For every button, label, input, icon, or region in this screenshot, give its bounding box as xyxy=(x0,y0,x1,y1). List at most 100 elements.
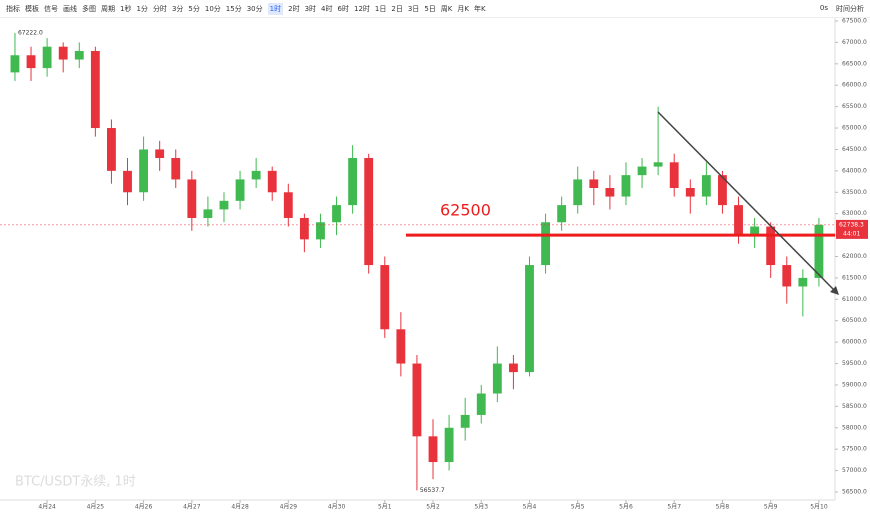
toolbar-item[interactable]: 30分 xyxy=(246,4,263,13)
y-tick-label: 67000.0 xyxy=(842,39,867,46)
candle-body xyxy=(637,166,647,176)
toolbar: 指标 模板 信号 画线 多图 周期 1秒 1分 分时 3分 5分 10分 15分 30分 1时 2时 3时 4时 6… xyxy=(0,0,870,18)
toolbar-item[interactable]: 画线 xyxy=(63,4,77,13)
last-price-box xyxy=(836,219,868,239)
candle-body xyxy=(589,179,599,188)
y-tick-label: 59000.0 xyxy=(842,381,867,388)
candle-body xyxy=(267,170,277,193)
y-tick-label: 64500.0 xyxy=(842,146,867,153)
x-tick-label: 5月1 xyxy=(378,504,392,511)
toolbar-item[interactable]: 4时 xyxy=(321,4,333,13)
y-tick-label: 66500.0 xyxy=(842,60,867,67)
candle-body xyxy=(525,265,534,373)
toolbar-item[interactable]: 多图 xyxy=(82,4,96,13)
x-tick-label: 4月26 xyxy=(135,504,153,511)
candle-body xyxy=(669,162,679,188)
y-tick-label: 63000.0 xyxy=(842,210,867,217)
y-tick-label: 59500.0 xyxy=(842,360,867,367)
candle-body xyxy=(396,329,406,364)
toolbar-item[interactable]: 15分 xyxy=(225,4,242,13)
y-tick-label: 62000.0 xyxy=(842,253,867,260)
candle-body xyxy=(412,363,422,437)
candle-body xyxy=(74,50,84,60)
toolbar-right: 0s 时间分析 xyxy=(820,4,864,14)
candle-body xyxy=(90,50,100,129)
candle-body xyxy=(444,427,454,463)
candle-body xyxy=(814,224,824,278)
toolbar-item[interactable]: 3时 xyxy=(304,4,317,13)
x-tick-label: 5月3 xyxy=(474,504,488,511)
toolbar-item[interactable]: 6时 xyxy=(337,4,349,13)
x-tick-label: 4月27 xyxy=(183,504,201,511)
candle-body xyxy=(10,55,20,73)
toolbar-item[interactable]: 月K xyxy=(457,4,469,13)
toolbar-item[interactable]: 3日 xyxy=(407,4,420,13)
y-tick-label: 60500.0 xyxy=(842,317,867,324)
y-tick-label: 56500.0 xyxy=(842,489,867,496)
candle-body xyxy=(541,222,550,266)
candle-body xyxy=(718,175,727,206)
x-tick-label: 5月2 xyxy=(426,504,440,511)
countdown: 44:01 xyxy=(843,230,860,237)
candle-body xyxy=(766,226,776,266)
toolbar-item[interactable]: 5分 xyxy=(188,4,200,13)
x-tick-label: 4月30 xyxy=(328,504,346,511)
toolbar-item[interactable]: 周期 xyxy=(101,4,115,13)
toolbar-item[interactable]: 5日 xyxy=(424,4,436,13)
toolbar-button[interactable]: 0s xyxy=(819,4,828,12)
candle-body xyxy=(476,393,486,415)
x-tick-label: 4月24 xyxy=(38,504,56,511)
x-tick-label: 5月5 xyxy=(571,504,585,511)
candle-body xyxy=(428,436,438,463)
toolbar-item[interactable]: 3分 xyxy=(171,4,184,13)
toolbar-item[interactable]: 信号 xyxy=(44,4,58,13)
toolbar-item[interactable]: 12时 xyxy=(353,4,370,13)
x-tick-label: 4月29 xyxy=(280,504,298,511)
toolbar-item[interactable]: 指标 xyxy=(6,4,20,13)
y-tick-label: 58000.0 xyxy=(842,424,867,431)
toolbar-item[interactable]: 1秒 xyxy=(120,4,132,13)
y-tick-label: 61000.0 xyxy=(842,296,867,303)
candle-body xyxy=(235,179,245,201)
candle-body xyxy=(251,170,261,180)
x-tick-label: 5月9 xyxy=(764,504,778,511)
toolbar-item[interactable]: 1分 xyxy=(136,4,148,13)
trend-line xyxy=(657,111,837,293)
x-tick-label: 5月6 xyxy=(619,504,633,511)
candle-body xyxy=(508,363,518,373)
high-label: 67222.0 xyxy=(18,29,43,36)
candle-body xyxy=(171,158,181,180)
candle-body xyxy=(107,128,116,171)
candle-body xyxy=(123,170,132,193)
toolbar-item[interactable]: 模板 xyxy=(25,4,39,13)
toolbar-item[interactable]: 周K xyxy=(440,4,453,13)
candle-body xyxy=(364,158,374,266)
candle-body xyxy=(798,277,808,287)
y-tick-label: 67500.0 xyxy=(842,18,867,25)
candle-body xyxy=(685,187,695,197)
candle-body xyxy=(380,265,390,330)
toolbar-item[interactable]: 分时 xyxy=(152,4,167,13)
toolbar-item[interactable]: 年K xyxy=(473,4,486,13)
toolbar-item[interactable]: 1时 xyxy=(267,2,284,15)
y-tick-label: 65000.0 xyxy=(842,125,867,132)
candle-body xyxy=(653,162,663,167)
candle-body xyxy=(348,158,358,206)
candle-body xyxy=(605,187,615,197)
toolbar-item[interactable]: 2时 xyxy=(288,4,300,13)
toolbar-item[interactable]: 1日 xyxy=(374,4,387,13)
toolbar-button[interactable]: 时间分析 xyxy=(836,5,864,13)
y-tick-label: 65500.0 xyxy=(842,103,867,110)
candle-body xyxy=(203,209,213,218)
toolbar-item[interactable]: 2日 xyxy=(391,4,403,13)
candle-body xyxy=(734,205,743,236)
level-label: 62500 xyxy=(440,201,491,220)
candle-body xyxy=(299,217,309,240)
candle-body xyxy=(701,175,711,197)
candle-body xyxy=(26,55,36,69)
trend-arrowhead xyxy=(830,286,839,295)
candle-body xyxy=(573,179,583,206)
toolbar-item[interactable]: 10分 xyxy=(204,4,221,13)
